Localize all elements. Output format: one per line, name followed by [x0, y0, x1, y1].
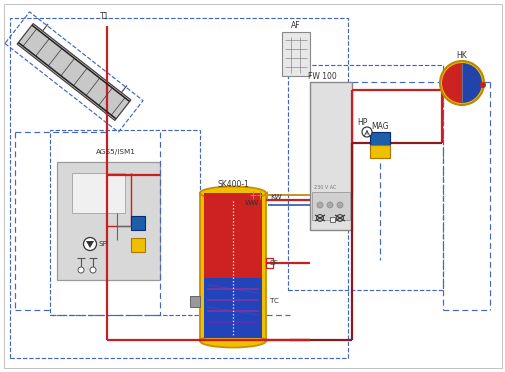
Wedge shape: [461, 63, 481, 103]
Text: SK400-1: SK400-1: [217, 180, 248, 189]
Circle shape: [90, 267, 96, 273]
Bar: [369, 145, 389, 158]
Circle shape: [83, 237, 96, 250]
Bar: [10, 18, 347, 358]
Bar: [329, 217, 334, 222]
Circle shape: [479, 82, 485, 88]
Bar: [312, 192, 349, 220]
Circle shape: [316, 202, 322, 208]
Circle shape: [336, 202, 342, 208]
Bar: [281, 32, 310, 76]
Circle shape: [78, 267, 84, 273]
Polygon shape: [17, 23, 131, 121]
Bar: [204, 278, 262, 338]
Circle shape: [326, 202, 332, 208]
Bar: [266, 258, 273, 268]
Text: HK: HK: [456, 51, 467, 60]
Bar: [50, 130, 199, 315]
Text: 230 V AC: 230 V AC: [314, 185, 336, 189]
Ellipse shape: [199, 186, 266, 199]
Text: AGS5/ISM1: AGS5/ISM1: [96, 149, 136, 155]
Text: HP: HP: [357, 118, 367, 126]
Text: AF: AF: [290, 20, 300, 29]
Bar: [310, 82, 351, 230]
Text: SF: SF: [270, 260, 278, 266]
Text: WW: WW: [244, 200, 259, 206]
Bar: [369, 132, 389, 145]
Ellipse shape: [199, 334, 266, 347]
Bar: [199, 193, 266, 341]
Text: T1: T1: [100, 12, 109, 20]
Polygon shape: [86, 241, 94, 248]
Wedge shape: [441, 63, 461, 103]
Bar: [131, 216, 145, 230]
Circle shape: [361, 127, 371, 137]
Bar: [189, 296, 199, 307]
Text: SP: SP: [99, 241, 108, 247]
Bar: [204, 193, 262, 281]
Text: KW: KW: [270, 194, 281, 200]
Text: TC: TC: [270, 298, 278, 304]
Bar: [57, 162, 160, 280]
Bar: [72, 173, 125, 213]
Text: MAG: MAG: [371, 122, 388, 131]
Bar: [287, 65, 442, 290]
Circle shape: [439, 61, 483, 105]
Text: FW 100: FW 100: [308, 71, 336, 80]
Bar: [131, 238, 145, 252]
